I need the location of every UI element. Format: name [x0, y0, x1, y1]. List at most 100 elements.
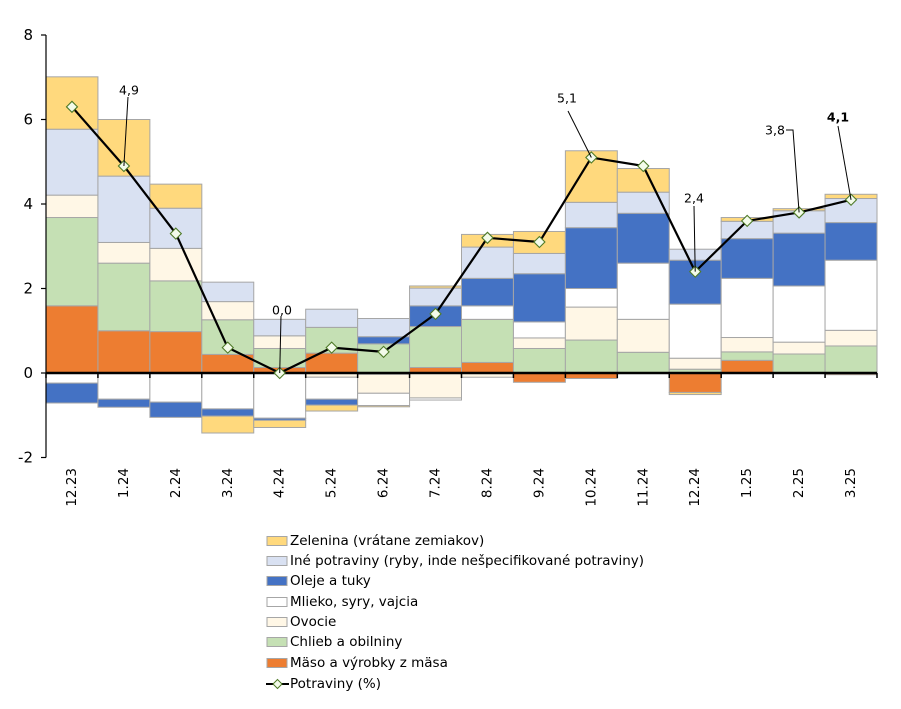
bar-segment-mlieko [45, 372, 99, 384]
bar-segment-oleje [45, 382, 99, 404]
bar-segment-chlieb [97, 262, 151, 332]
bar-segment-ovocie [772, 341, 826, 355]
stacked-bars [45, 76, 878, 434]
y-tick-label: 4 [23, 195, 33, 213]
bar-segment-chlieb [720, 351, 774, 361]
bar-segment-ovocie [720, 337, 774, 353]
bar-segment-ine [97, 175, 151, 243]
legend-marker-symbol [272, 678, 283, 690]
legend-item-mlieko: Mlieko, syry, vajcia [266, 594, 418, 610]
legend-swatch [266, 597, 288, 607]
legend-item-ine: Iné potraviny (ryby, inde nešpecifikovan… [266, 553, 644, 569]
legend-item-maso: Mäso a výrobky z mäsa [266, 655, 448, 671]
x-tick-label: 5.24 [324, 468, 340, 498]
bar-segment-mlieko [149, 372, 203, 403]
bar-segment-ovocie [564, 306, 618, 341]
bar-segment-mlieko [772, 285, 826, 343]
bar-segment-mlieko [564, 288, 618, 308]
bar-segment-chlieb [409, 326, 462, 368]
y-tick-label: 0 [23, 364, 33, 382]
bar-segment-maso [149, 331, 203, 374]
data-label-leader-line [279, 315, 282, 374]
bar-segment-maso [720, 359, 774, 374]
bar-segment-chlieb [461, 318, 514, 363]
data-label-leader-line [123, 96, 129, 167]
bar-segment-zelenina [357, 405, 411, 408]
bar-segment-chlieb [616, 351, 670, 374]
bar-segment-maso [97, 330, 151, 374]
bar-segment-ovocie [97, 241, 151, 264]
bar-segment-ovocie [201, 301, 255, 321]
bar-segment-mlieko [253, 372, 307, 419]
bar-segment-mlieko [668, 303, 722, 359]
line-marker [169, 227, 183, 240]
bar-segment-ovocie [409, 372, 462, 399]
x-tick-label: 11.24 [635, 468, 651, 507]
bar-segment-ovocie [253, 335, 307, 349]
bar-segment-maso [45, 305, 99, 374]
legend-label: Potraviny (%) [290, 676, 381, 692]
line-potraviny [71, 106, 852, 375]
bar-segment-zelenina [668, 391, 722, 396]
data-label-leader-line [567, 110, 592, 158]
bar-segment-ine [201, 281, 255, 303]
legend-swatch [266, 617, 288, 627]
line-marker [533, 235, 546, 249]
bar-segment-ine [564, 201, 618, 229]
bar-segment-ovocie [512, 337, 566, 349]
line-marker [325, 341, 338, 354]
bar-segment-chlieb [772, 353, 826, 374]
x-tick-label: 9.24 [531, 468, 547, 498]
data-label: 5,1 [557, 91, 577, 106]
legend-swatch [266, 556, 288, 566]
x-tick-label: 10.24 [583, 468, 599, 507]
x-tick-label: 2.25 [791, 468, 807, 498]
bar-segment-oleje [772, 232, 826, 287]
bar-segment-chlieb [564, 339, 618, 374]
bar-segment-ovocie [668, 357, 722, 370]
data-labels: 4,9 0,0 5,1 2,4 3,8 4,1 [119, 83, 852, 374]
bar-segment-mlieko [616, 262, 670, 320]
data-label-leader-line [693, 205, 696, 272]
legend-label: Zelenina (vrátane zemiakov) [290, 533, 484, 549]
data-label-leader-line [786, 129, 800, 213]
bar-segment-oleje [149, 401, 203, 418]
legend-label: Mlieko, syry, vajcia [290, 594, 418, 610]
bar-segment-mlieko [201, 372, 255, 410]
bar-segment-zelenina [253, 419, 307, 429]
legend-swatch [266, 658, 288, 668]
legend-item-zelenina: Zelenina (vrátane zemiakov) [266, 533, 484, 549]
legend: Zelenina (vrátane zemiakov) Iné potraviny… [266, 533, 644, 692]
line-marker [377, 345, 390, 359]
bar-segment-zelenina [305, 404, 359, 412]
data-label: 2,4 [684, 191, 704, 206]
bar-segment-oleje [512, 273, 566, 323]
legend-swatch [266, 576, 288, 586]
bar-segment-oleje [461, 277, 514, 307]
line-marker [637, 159, 650, 173]
bar-segment-mlieko [409, 397, 462, 401]
y-tick-label: 6 [23, 111, 33, 129]
data-label: 3,8 [765, 123, 785, 138]
x-tick-label: 4.24 [272, 468, 288, 498]
data-label: 4,1 [827, 110, 849, 125]
bar-segment-zelenina [149, 183, 203, 209]
legend-label: Ovocie [290, 614, 336, 630]
legend-item-chlieb: Chlieb a obilniny [266, 634, 402, 650]
legend-label: Iné potraviny (ryby, inde nešpecifikovan… [290, 553, 644, 569]
bar-segment-oleje [720, 238, 774, 279]
bar-segment-oleje [616, 212, 670, 264]
line-marker [481, 231, 494, 245]
legend-label: Chlieb a obilniny [290, 634, 402, 650]
bar-segment-ine [512, 252, 566, 275]
line-marker [221, 341, 235, 354]
bar-segment-chlieb [512, 348, 566, 374]
bar-segment-mlieko [461, 305, 514, 320]
line-marker [844, 193, 858, 207]
bar-segment-maso [668, 372, 722, 393]
bar-segment-chlieb [149, 280, 203, 333]
x-tick-label: 12.23 [64, 468, 80, 507]
y-tick-label: 8 [23, 26, 33, 44]
bar-segment-ine [357, 318, 411, 338]
x-tick-label: 6.24 [376, 468, 392, 498]
